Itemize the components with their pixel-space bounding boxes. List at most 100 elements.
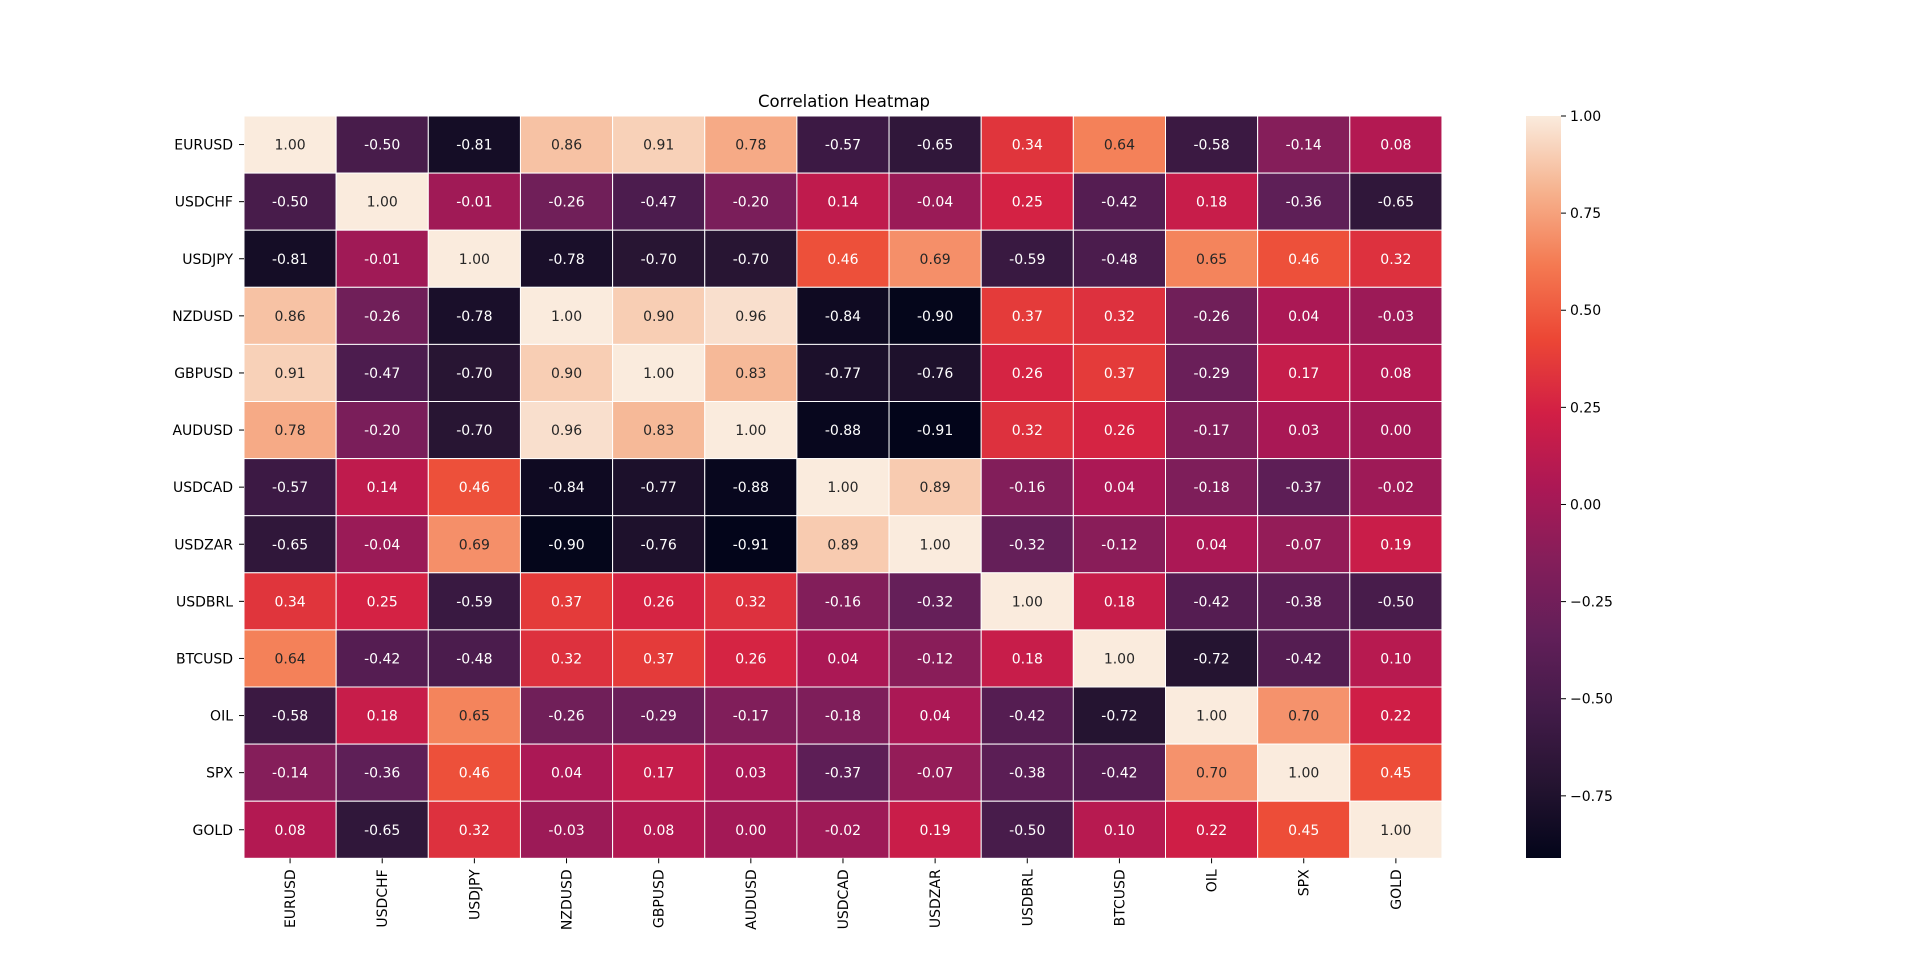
cell-value-label: -0.72 — [1101, 709, 1137, 725]
cell-value-label: -0.81 — [272, 252, 308, 268]
heatmap-cell-gold-usdcad — [796, 800, 890, 859]
colorbar-tick-label: 0.25 — [1570, 400, 1601, 416]
x-tick-label-usdzar: USDZAR — [928, 869, 944, 928]
heatmap-cell-usdchf-usdjpy — [427, 172, 521, 231]
cell-value-label: -0.42 — [1101, 195, 1137, 211]
cell-value-label: -0.50 — [1009, 823, 1045, 839]
chart-title: Correlation Heatmap — [758, 92, 930, 111]
y-tick-label-usdbrl: USDBRL — [176, 594, 233, 610]
cell-value-label: 1.00 — [1012, 594, 1043, 610]
heatmap-cell-gold-usdchf — [335, 800, 429, 859]
heatmap-cell-gbpusd-usdbrl — [980, 343, 1074, 402]
cell-value-label: 0.08 — [643, 823, 674, 839]
heatmap-cell-eurusd-btcusd — [1072, 115, 1166, 174]
cell-value-label: -0.03 — [1378, 309, 1414, 325]
heatmap-cell-usdjpy-gold — [1349, 229, 1443, 288]
heatmap-cell-gbpusd-nzdusd — [519, 343, 614, 402]
cell-value-label: 0.26 — [1012, 366, 1043, 382]
cell-value-label: 0.70 — [1196, 766, 1227, 782]
heatmap-cell-audusd-usdchf — [335, 401, 429, 460]
cell-value-label: 0.86 — [274, 309, 305, 325]
heatmap-cell-eurusd-eurusd — [243, 115, 337, 174]
cell-value-label: 0.86 — [551, 138, 582, 154]
cell-value-label: -0.91 — [917, 423, 953, 439]
cell-value-label: 1.00 — [1288, 766, 1319, 782]
cell-value-label: 0.03 — [1288, 423, 1319, 439]
heatmap-cell-usdzar-audusd — [704, 515, 798, 574]
cell-value-label: -0.50 — [364, 138, 400, 154]
cell-value-label: -0.81 — [456, 138, 492, 154]
cell-value-label: -0.78 — [456, 309, 492, 325]
heatmap-cell-spx-spx — [1257, 743, 1351, 802]
cell-value-label: 0.83 — [735, 366, 766, 382]
heatmap-cell-usdchf-gold — [1349, 172, 1443, 231]
cell-value-label: -0.04 — [364, 537, 400, 553]
cell-value-label: 0.34 — [274, 594, 305, 610]
heatmap-cell-usdchf-nzdusd — [519, 172, 614, 231]
y-tick-label-usdcad: USDCAD — [173, 480, 233, 496]
heatmap-cell-usdzar-nzdusd — [519, 515, 614, 574]
heatmap-cell-eurusd-nzdusd — [519, 115, 614, 174]
y-tick-label-eurusd: EURUSD — [174, 138, 233, 154]
heatmap-cell-oil-gold — [1349, 686, 1443, 745]
cell-value-label: 0.22 — [1196, 823, 1227, 839]
cell-value-label: 0.32 — [1012, 423, 1043, 439]
cell-value-label: 0.25 — [1012, 195, 1043, 211]
cell-value-label: -0.12 — [1101, 537, 1137, 553]
heatmap-cell-usdcad-audusd — [704, 458, 798, 517]
cell-value-label: -0.47 — [364, 366, 400, 382]
cell-value-label: 0.18 — [1196, 195, 1227, 211]
heatmap-cell-usdbrl-audusd — [704, 572, 798, 631]
cell-value-label: 0.26 — [735, 651, 766, 667]
cell-value-label: -0.32 — [917, 594, 953, 610]
cell-value-label: 0.04 — [920, 709, 951, 725]
heatmap-cell-audusd-spx — [1257, 401, 1351, 460]
cell-value-label: 0.46 — [459, 480, 490, 496]
cell-value-label: -0.14 — [1286, 138, 1322, 154]
x-axis-ticks: EURUSD USDCHF USDJPY NZDUSD GBPUSD AUDUSD USDC… — [283, 858, 1405, 930]
heatmap-cell-usdbrl-usdjpy — [427, 572, 521, 631]
heatmap-cell-usdcad-oil — [1165, 458, 1259, 517]
cell-value-label: -0.90 — [548, 537, 584, 553]
cell-value-label: -0.91 — [733, 537, 769, 553]
x-tick-label-spx: SPX — [1297, 869, 1313, 896]
x-tick-label-nzdusd: NZDUSD — [560, 869, 576, 930]
cell-value-label: -0.57 — [272, 480, 308, 496]
cell-value-label: 0.69 — [920, 252, 951, 268]
cell-value-label: -0.16 — [825, 594, 861, 610]
colorbar-tick-label: 0.50 — [1570, 303, 1601, 319]
heatmap-cell-audusd-usdcad — [796, 401, 890, 460]
heatmap-cell-usdcad-eurusd — [243, 458, 337, 517]
y-tick-label-gold: GOLD — [193, 823, 233, 839]
x-tick-label-audusd: AUDUSD — [744, 869, 760, 930]
cell-value-label: 0.19 — [1380, 537, 1411, 553]
cell-value-label: -0.72 — [1193, 651, 1229, 667]
cell-value-label: -0.70 — [641, 252, 677, 268]
heatmap-cell-usdzar-usdzar — [888, 515, 982, 574]
heatmap-cell-usdcad-gbpusd — [612, 458, 706, 517]
heatmap-cell-usdjpy-btcusd — [1072, 229, 1166, 288]
heatmap-cell-usdbrl-nzdusd — [519, 572, 614, 631]
heatmap-cell-usdchf-usdzar — [888, 172, 982, 231]
cell-value-label: 0.00 — [735, 823, 766, 839]
cell-value-label: -0.26 — [548, 709, 584, 725]
heatmap-cell-nzdusd-nzdusd — [519, 286, 614, 345]
cell-value-label: 0.32 — [1104, 309, 1135, 325]
cell-value-label: 0.04 — [551, 766, 582, 782]
heatmap-cell-gold-nzdusd — [519, 800, 614, 859]
cell-value-label: -0.88 — [825, 423, 861, 439]
cell-value-label: -0.07 — [917, 766, 953, 782]
heatmap-cell-usdchf-audusd — [704, 172, 798, 231]
cell-value-label: 0.37 — [551, 594, 582, 610]
heatmap-cell-spx-usdzar — [888, 743, 982, 802]
cell-value-label: 1.00 — [274, 138, 305, 154]
cell-value-label: 0.18 — [1104, 594, 1135, 610]
heatmap-cell-usdbrl-eurusd — [243, 572, 337, 631]
heatmap-cell-eurusd-audusd — [704, 115, 798, 174]
heatmap-cell-oil-usdzar — [888, 686, 982, 745]
cell-value-label: -0.42 — [1101, 766, 1137, 782]
heatmap-cell-eurusd-spx — [1257, 115, 1351, 174]
cell-value-label: 0.91 — [643, 138, 674, 154]
cell-value-label: 1.00 — [827, 480, 858, 496]
